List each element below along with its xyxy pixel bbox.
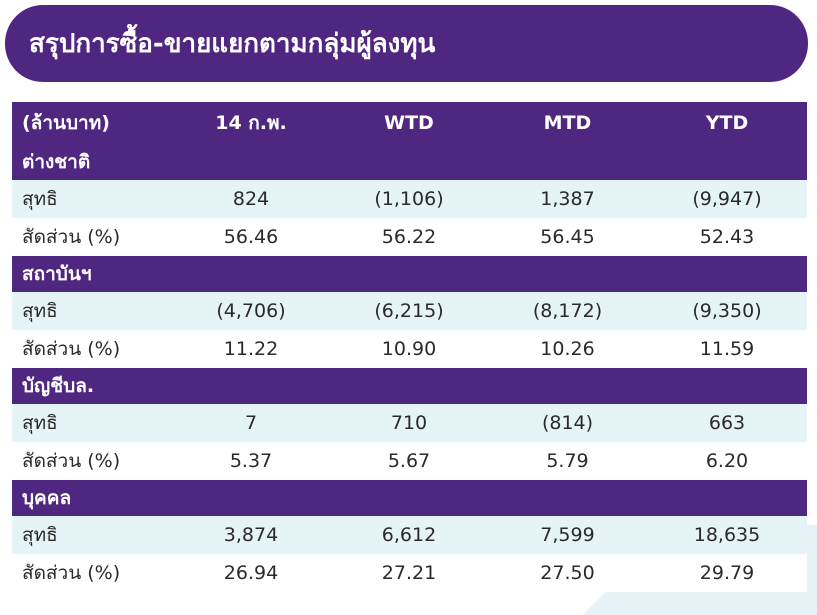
table-row: สัดส่วน (%) 26.94 27.21 27.50 29.79: [12, 554, 807, 592]
table-cell: 10.26: [488, 330, 647, 368]
table-cell: 27.50: [488, 554, 647, 592]
table-cell: 710: [330, 404, 488, 442]
row-label: สัดส่วน (%): [12, 330, 172, 368]
table-cell: 18,635: [647, 516, 807, 554]
column-header-date: 14 ก.พ.: [172, 102, 330, 144]
row-label: สัดส่วน (%): [12, 218, 172, 256]
table-cell: 3,874: [172, 516, 330, 554]
table-row: สัดส่วน (%) 56.46 56.22 56.45 52.43: [12, 218, 807, 256]
table-cell: 6.20: [647, 442, 807, 480]
column-header-mtd: MTD: [488, 102, 647, 144]
table-cell: 56.46: [172, 218, 330, 256]
table-row: สุทธิ 824 (1,106) 1,387 (9,947): [12, 180, 807, 218]
table-cell: 29.79: [647, 554, 807, 592]
table-row: สัดส่วน (%) 11.22 10.90 10.26 11.59: [12, 330, 807, 368]
section-header-individuals: บุคคล: [12, 480, 807, 516]
table-cell: 1,387: [488, 180, 647, 218]
table-cell: (814): [488, 404, 647, 442]
table-cell: (4,706): [172, 292, 330, 330]
table-cell: 26.94: [172, 554, 330, 592]
table-cell: 27.21: [330, 554, 488, 592]
row-label: สุทธิ: [12, 404, 172, 442]
row-label: สุทธิ: [12, 292, 172, 330]
table-row: สัดส่วน (%) 5.37 5.67 5.79 6.20: [12, 442, 807, 480]
table-cell: (1,106): [330, 180, 488, 218]
table-cell: 5.67: [330, 442, 488, 480]
row-label: สัดส่วน (%): [12, 442, 172, 480]
table-cell: 6,612: [330, 516, 488, 554]
table-cell: 824: [172, 180, 330, 218]
investor-summary-table: (ล้านบาท) 14 ก.พ. WTD MTD YTD ต่างชาติ ส…: [12, 102, 807, 592]
table-cell: (9,350): [647, 292, 807, 330]
section-name: สถาบันฯ: [12, 256, 807, 292]
section-header-proprietary: บัญชีบล.: [12, 368, 807, 404]
table-cell: 56.45: [488, 218, 647, 256]
section-name: ต่างชาติ: [12, 144, 807, 180]
table-row: สุทธิ 7 710 (814) 663: [12, 404, 807, 442]
table-cell: 11.59: [647, 330, 807, 368]
section-header-foreign: ต่างชาติ: [12, 144, 807, 180]
table-row: สุทธิ 3,874 6,612 7,599 18,635: [12, 516, 807, 554]
unit-label: (ล้านบาท): [12, 102, 172, 144]
table-cell: 5.37: [172, 442, 330, 480]
page-title-text: สรุปการซื้อ-ขายแยกตามกลุ่มผู้ลงทุน: [29, 29, 436, 59]
row-label: สุทธิ: [12, 180, 172, 218]
section-header-institutions: สถาบันฯ: [12, 256, 807, 292]
table-cell: (9,947): [647, 180, 807, 218]
table-cell: 7: [172, 404, 330, 442]
table-row: สุทธิ (4,706) (6,215) (8,172) (9,350): [12, 292, 807, 330]
table-cell: 5.79: [488, 442, 647, 480]
row-label: สัดส่วน (%): [12, 554, 172, 592]
row-label: สุทธิ: [12, 516, 172, 554]
page-title: สรุปการซื้อ-ขายแยกตามกลุ่มผู้ลงทุน: [5, 5, 808, 82]
section-name: บัญชีบล.: [12, 368, 807, 404]
table-cell: 52.43: [647, 218, 807, 256]
table-cell: 10.90: [330, 330, 488, 368]
table-header-row: (ล้านบาท) 14 ก.พ. WTD MTD YTD: [12, 102, 807, 144]
column-header-wtd: WTD: [330, 102, 488, 144]
table-cell: 663: [647, 404, 807, 442]
table-cell: 11.22: [172, 330, 330, 368]
table-cell: 7,599: [488, 516, 647, 554]
table-cell: (6,215): [330, 292, 488, 330]
section-name: บุคคล: [12, 480, 807, 516]
column-header-ytd: YTD: [647, 102, 807, 144]
table-cell: (8,172): [488, 292, 647, 330]
table-cell: 56.22: [330, 218, 488, 256]
